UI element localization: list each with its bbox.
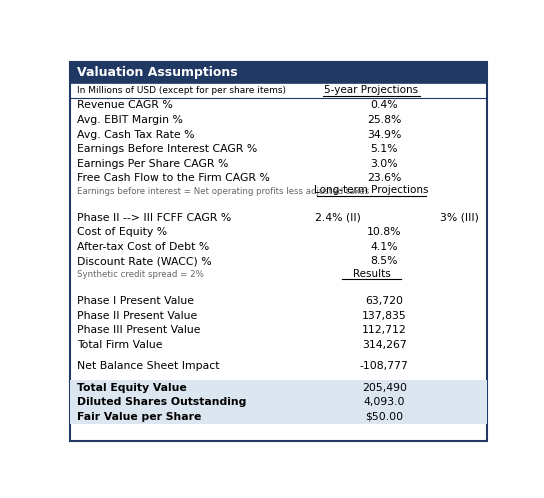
Text: Phase I Present Value: Phase I Present Value (77, 296, 194, 306)
Text: 23.6%: 23.6% (367, 173, 401, 183)
Text: 137,835: 137,835 (362, 311, 406, 321)
Text: Revenue CAGR %: Revenue CAGR % (77, 101, 173, 111)
Text: Total Firm Value: Total Firm Value (77, 340, 163, 350)
Text: Diluted Shares Outstanding: Diluted Shares Outstanding (77, 397, 246, 407)
Text: 34.9%: 34.9% (367, 129, 401, 139)
Text: Cost of Equity %: Cost of Equity % (77, 227, 168, 238)
Text: 0.4%: 0.4% (370, 101, 398, 111)
Text: Earnings before interest = Net operating profits less adjusted taxes: Earnings before interest = Net operating… (77, 187, 369, 196)
Text: 3% (III): 3% (III) (440, 213, 479, 223)
Text: $50.00: $50.00 (365, 412, 403, 422)
Text: 4.1%: 4.1% (370, 242, 398, 252)
Text: -108,777: -108,777 (360, 361, 409, 371)
Text: 5.1%: 5.1% (370, 144, 398, 154)
Text: 63,720: 63,720 (365, 296, 403, 306)
Text: Avg. EBIT Margin %: Avg. EBIT Margin % (77, 115, 183, 125)
Text: Earnings Per Share CAGR %: Earnings Per Share CAGR % (77, 159, 228, 169)
Text: 5-year Projections: 5-year Projections (324, 86, 419, 96)
Text: Synthetic credit spread = 2%: Synthetic credit spread = 2% (77, 270, 204, 279)
Bar (70, 395, 487, 409)
Text: 314,267: 314,267 (362, 340, 406, 350)
Text: Net Balance Sheet Impact: Net Balance Sheet Impact (77, 361, 220, 371)
Text: 8.5%: 8.5% (370, 256, 398, 266)
Bar (70, 409, 487, 424)
Text: 25.8%: 25.8% (367, 115, 401, 125)
Text: Phase III Present Value: Phase III Present Value (77, 325, 201, 335)
Text: Long-term Projections: Long-term Projections (314, 185, 429, 195)
Text: 10.8%: 10.8% (367, 227, 401, 238)
Text: Phase II --> III FCFF CAGR %: Phase II --> III FCFF CAGR % (77, 213, 232, 223)
Text: Results: Results (353, 268, 391, 278)
Bar (70, 62, 487, 83)
Text: Total Equity Value: Total Equity Value (77, 382, 187, 392)
Text: Fair Value per Share: Fair Value per Share (77, 412, 202, 422)
Text: Free Cash Flow to the Firm CAGR %: Free Cash Flow to the Firm CAGR % (77, 173, 270, 183)
Text: Earnings Before Interest CAGR %: Earnings Before Interest CAGR % (77, 144, 257, 154)
Text: Avg. Cash Tax Rate %: Avg. Cash Tax Rate % (77, 129, 195, 139)
Bar (70, 380, 487, 395)
Text: 205,490: 205,490 (362, 382, 407, 392)
Text: 4,093.0: 4,093.0 (363, 397, 405, 407)
Text: Discount Rate (WACC) %: Discount Rate (WACC) % (77, 256, 212, 266)
Text: Valuation Assumptions: Valuation Assumptions (77, 66, 238, 79)
Text: 112,712: 112,712 (362, 325, 406, 335)
Text: 3.0%: 3.0% (370, 159, 398, 169)
Text: 2.4% (II): 2.4% (II) (314, 213, 361, 223)
Text: After-tax Cost of Debt %: After-tax Cost of Debt % (77, 242, 209, 252)
Text: In Millions of USD (except for per share items): In Millions of USD (except for per share… (77, 86, 286, 95)
Text: Phase II Present Value: Phase II Present Value (77, 311, 197, 321)
